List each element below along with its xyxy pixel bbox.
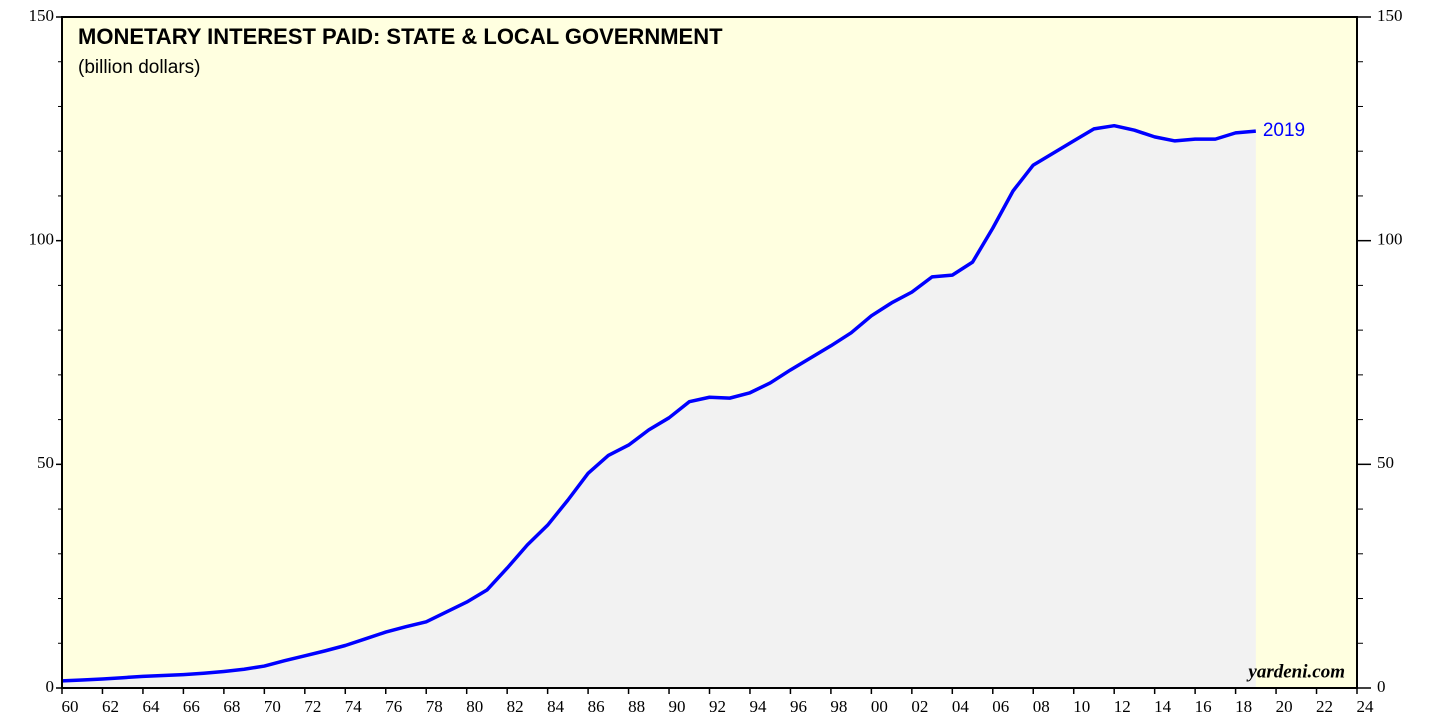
x-tick-label: 18 (1235, 697, 1252, 716)
x-tick-label: 62 (102, 697, 119, 716)
x-tick-label: 94 (749, 697, 767, 716)
y-tick-label: 100 (29, 230, 55, 249)
y2-tick-label: 0 (1377, 677, 1386, 696)
area (62, 125, 1256, 688)
x-tick-label: 88 (628, 697, 645, 716)
x-tick-label: 00 (871, 697, 888, 716)
x-tick-label: 76 (385, 697, 402, 716)
x-tick-label: 12 (1114, 697, 1131, 716)
x-tick-label: 98 (830, 697, 847, 716)
x-tick-label: 10 (1073, 697, 1090, 716)
end-label: 2019 (1263, 120, 1305, 141)
line (61, 123, 1256, 683)
x-tick-label: 84 (547, 697, 565, 716)
x-tick-label: 08 (1033, 697, 1050, 716)
x-tick-label: 24 (1357, 697, 1375, 716)
x-tick-label: 60 (62, 697, 79, 716)
x-tick-label: 78 (426, 697, 443, 716)
x-tick-label: 86 (588, 697, 605, 716)
chart-subtitle: (billion dollars) (78, 57, 201, 78)
x-tick-label: 70 (264, 697, 281, 716)
x-tick-label: 64 (142, 697, 160, 716)
x-tick-label: 20 (1276, 697, 1293, 716)
source: yardeni.com (1246, 661, 1345, 682)
x-tick-label: 68 (223, 697, 240, 716)
x-tick-label: 66 (183, 697, 200, 716)
x-tick-label: 22 (1316, 697, 1333, 716)
y2-tick-label: 50 (1377, 453, 1394, 472)
y2-tick-label: 150 (1377, 6, 1403, 25)
x-tick-label: 80 (466, 697, 483, 716)
x-tick-label: 72 (304, 697, 321, 716)
x-tick-label: 96 (790, 697, 807, 716)
y-tick-label: 50 (37, 453, 54, 472)
x-tick-label: 14 (1154, 697, 1172, 716)
x-tick-label: 16 (1195, 697, 1212, 716)
x-tick-label: 74 (345, 697, 363, 716)
x-tick-label: 02 (911, 697, 928, 716)
chart-title: MONETARY INTEREST PAID: STATE & LOCAL GO… (78, 24, 723, 49)
x-tick-label: 04 (952, 697, 970, 716)
x-tick-label: 90 (669, 697, 686, 716)
y-tick-label: 0 (46, 677, 55, 696)
y2-tick-label: 100 (1377, 230, 1403, 249)
x-tick-label: 06 (992, 697, 1009, 716)
x-tick-label: 92 (709, 697, 726, 716)
x-tick-label: 82 (507, 697, 524, 716)
y-tick-label: 150 (29, 6, 55, 25)
